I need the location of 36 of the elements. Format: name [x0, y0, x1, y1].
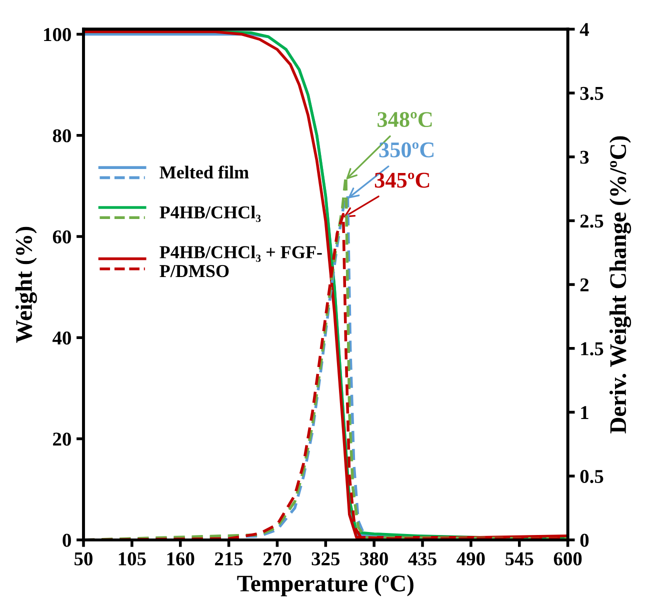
x-tick-label: 325: [312, 552, 340, 566]
y-tick-label: 60: [52, 230, 71, 244]
annotation: 350ºC: [379, 142, 434, 158]
x-axis-title: Temperature (ºC): [237, 574, 414, 596]
x-tick-label: 545: [506, 552, 534, 566]
y-tick-label: 80: [52, 129, 71, 142]
annotation: 345ºC: [374, 172, 430, 188]
y-axis-title: Weight (%): [15, 226, 37, 343]
x-tick-label: 490: [456, 552, 485, 566]
y2-tick-label: 3.5: [580, 86, 604, 100]
x-tick-label: 160: [167, 552, 194, 566]
line-series: [84, 30, 568, 539]
x-tick-label: 435: [408, 552, 436, 566]
x-tick-label: 270: [263, 552, 292, 566]
x-tick-label: 600: [554, 552, 582, 566]
y-tick-label: 0: [62, 534, 71, 547]
y2-tick-label: 0: [580, 534, 589, 547]
x-tick-label: 215: [215, 552, 243, 566]
legend-label: P4HB/CHCl₃: [160, 206, 261, 222]
y2-tick-label: 1.5: [581, 342, 604, 356]
y-tick-label: 40: [52, 331, 71, 345]
y2-tick-label: 2: [580, 278, 588, 292]
legend-label: Melted film: [160, 166, 249, 178]
legend-label: P4HB/CHCl₃ + FGF- P/DMSO: [160, 246, 322, 278]
x-tick-label: 50: [74, 552, 92, 566]
y2-tick-label: 2.5: [580, 214, 604, 228]
y-tick-label: 20: [53, 432, 71, 446]
annotation: 348ºC: [378, 112, 432, 128]
x-tick-label: 105: [118, 552, 146, 566]
y2-tick-label: 1: [581, 406, 588, 419]
y2-tick-label: 3: [580, 150, 589, 164]
y2-tick-label: 0.5: [580, 470, 604, 484]
y2-axis-title: Deriv. Weight Change (%/ºC): [609, 136, 632, 434]
x-tick-label: 380: [360, 552, 388, 566]
y-tick-label: 100: [44, 28, 71, 42]
y2-tick-label: 4: [580, 23, 589, 36]
